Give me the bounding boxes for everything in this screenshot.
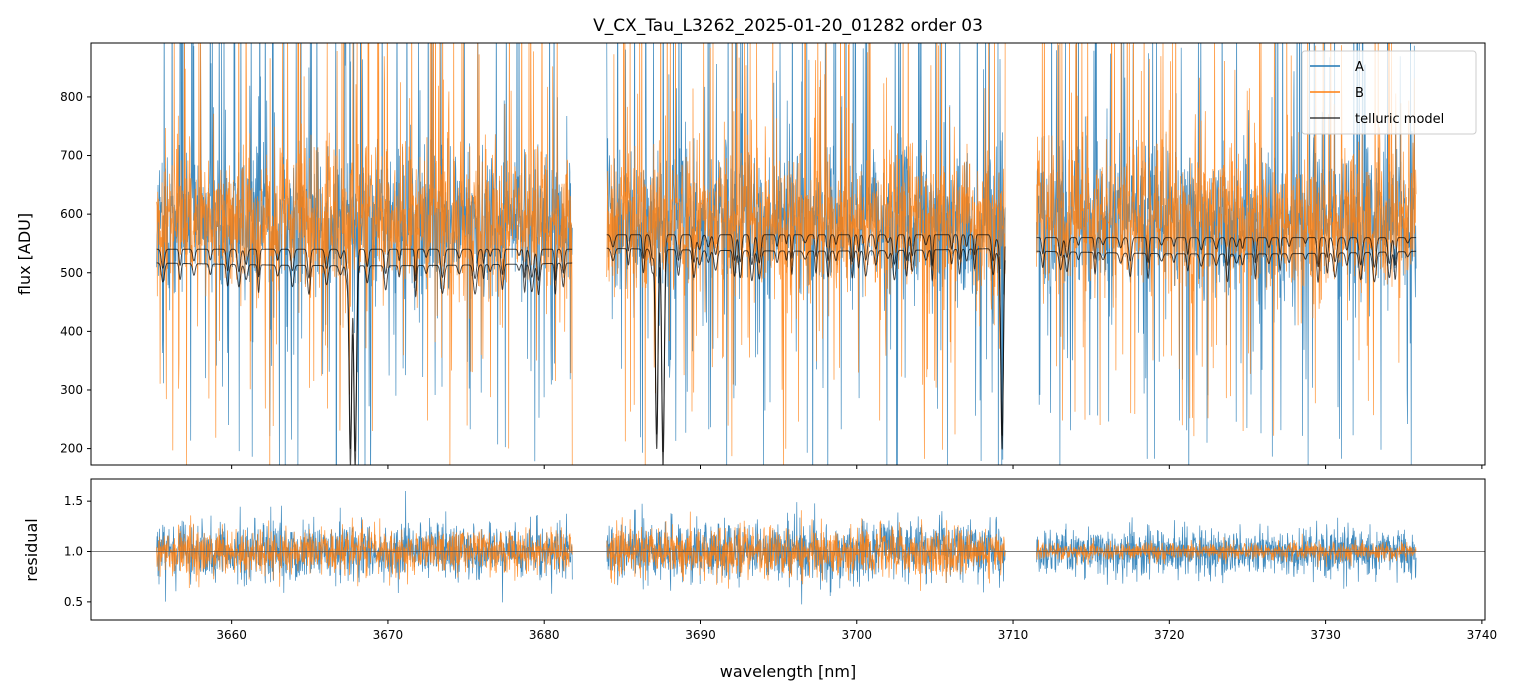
flux-y-ticks: 200 300 400 500 600 700 800 xyxy=(60,90,91,456)
legend-b-label: B xyxy=(1355,86,1364,101)
flux-y-tick-label: 300 xyxy=(60,383,83,397)
x-tick-label: 3700 xyxy=(841,628,872,642)
residual-y-ticks: 0.5 1.0 1.5 xyxy=(64,494,91,609)
flux-y-tick-label: 600 xyxy=(60,207,83,221)
x-tick-label: 3670 xyxy=(373,628,404,642)
flux-y-tick-label: 200 xyxy=(60,442,83,456)
telluric-model-line xyxy=(156,234,1417,453)
x-tick-label: 3680 xyxy=(529,628,560,642)
x-tick-label: 3710 xyxy=(998,628,1029,642)
residual-panel: 0.5 1.0 1.5 3660 3670 3680 3690 3700 3710 3720 37… xyxy=(22,478,1497,642)
flux-panel: 200 300 400 500 600 700 800 flux [ADU] A B tel… xyxy=(15,42,1486,469)
flux-y-tick-label: 800 xyxy=(60,90,83,104)
x-tick-label: 3740 xyxy=(1467,628,1498,642)
legend-box xyxy=(1301,50,1477,135)
flux-y-tick-label: 400 xyxy=(60,324,83,338)
flux-plot-area xyxy=(156,43,1417,465)
x-tick-label: 3690 xyxy=(685,628,716,642)
residual-y-tick-label: 1.5 xyxy=(64,494,83,508)
x-tick-label: 3660 xyxy=(216,628,247,642)
x-tick-label: 3730 xyxy=(1310,628,1341,642)
series-b-residual-line xyxy=(156,510,1417,591)
telluric-model-line-b xyxy=(156,247,1417,465)
residual-x-ticks: 3660 3670 3680 3690 3700 3710 3720 3730 3740 xyxy=(216,620,1497,642)
x-axis-label: wavelength [nm] xyxy=(720,662,857,681)
residual-axes-frame xyxy=(90,478,1486,621)
residual-y-label: residual xyxy=(22,518,41,581)
chart-title: V_CX_Tau_L3262_2025-01-20_01282 order 03 xyxy=(593,16,983,36)
x-tick-label: 3720 xyxy=(1154,628,1185,642)
legend-a-label: A xyxy=(1355,60,1364,75)
residual-plot-area xyxy=(91,490,1485,605)
flux-y-tick-label: 700 xyxy=(60,149,83,163)
flux-y-label: flux [ADU] xyxy=(15,213,34,295)
flux-x-ticks xyxy=(231,465,1483,469)
residual-y-tick-label: 0.5 xyxy=(64,595,83,609)
residual-y-tick-label: 1.0 xyxy=(64,545,83,559)
flux-y-tick-label: 500 xyxy=(60,266,83,280)
flux-axes-frame xyxy=(90,42,1486,466)
legend: A B telluric model xyxy=(1301,50,1477,135)
legend-telluric-label: telluric model xyxy=(1355,112,1444,127)
